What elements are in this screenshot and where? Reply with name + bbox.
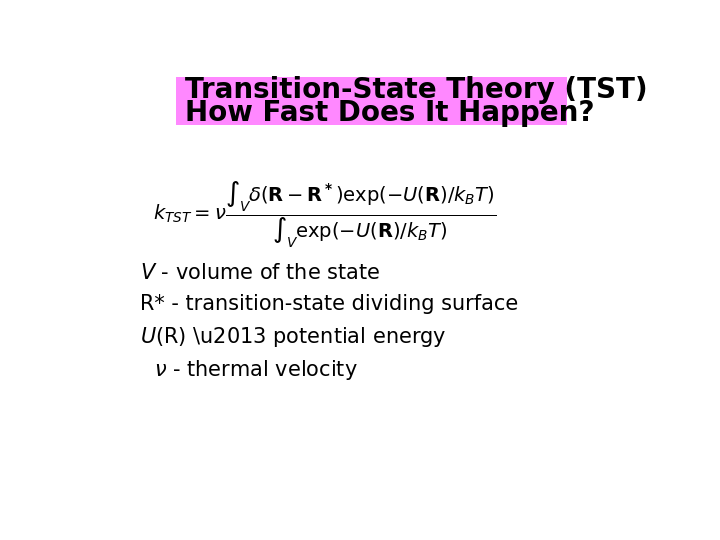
Text: Transition-State Theory (TST): Transition-State Theory (TST) [185,76,647,104]
Text: How Fast Does It Happen?: How Fast Does It Happen? [185,99,595,127]
Text: R* - transition-state dividing surface: R* - transition-state dividing surface [140,294,518,314]
Text: $\mathit{U}$(R) \u2013 potential energy: $\mathit{U}$(R) \u2013 potential energy [140,325,447,349]
Text: $\nu$ - thermal velocity: $\nu$ - thermal velocity [154,359,358,382]
Text: $\mathit{V}$ - volume of the state: $\mathit{V}$ - volume of the state [140,262,381,283]
Text: $k_{TST} = \nu \dfrac{\int_V \delta(\mathbf{R}-\mathbf{R^*})\exp(-U(\mathbf{R})/: $k_{TST} = \nu \dfrac{\int_V \delta(\mat… [153,179,496,250]
FancyBboxPatch shape [176,77,567,125]
